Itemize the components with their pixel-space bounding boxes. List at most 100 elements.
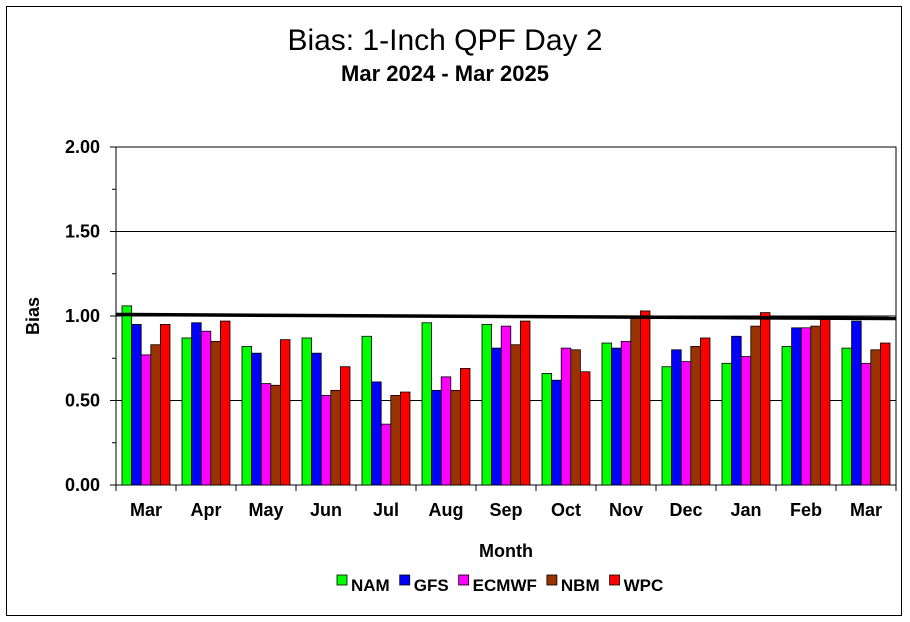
bar (150, 344, 161, 486)
bar (339, 366, 351, 486)
bar (520, 320, 531, 486)
x-tick-label: Dec (669, 500, 702, 520)
legend-swatch (336, 574, 348, 586)
bar (740, 356, 752, 486)
bar (611, 347, 622, 486)
reference-line (115, 312, 897, 321)
x-tick-label: Jun (310, 500, 342, 520)
legend-swatch (546, 574, 558, 586)
legend-label: ECMWF (473, 576, 537, 595)
bar (601, 342, 613, 486)
bar (510, 344, 521, 486)
y-tick-label: 0.00 (65, 475, 100, 495)
bar (500, 325, 512, 486)
chart-subtitle: Mar 2024 - Mar 2025 (341, 61, 549, 86)
x-tick-label: Jul (373, 500, 399, 520)
bar (251, 352, 262, 486)
bar (371, 381, 382, 486)
bar (620, 340, 632, 486)
bar (870, 349, 881, 486)
x-tick-label: Nov (609, 500, 643, 520)
bar (440, 376, 452, 486)
bar (560, 347, 572, 486)
bar (661, 366, 673, 486)
x-tick-label: Sep (489, 500, 522, 520)
bar (880, 342, 891, 486)
y-tick-label: 1.00 (65, 306, 100, 326)
bar (721, 362, 733, 486)
bar (580, 371, 591, 486)
bar (311, 352, 322, 486)
bar (200, 330, 212, 486)
bar (570, 349, 581, 486)
bar (361, 335, 373, 486)
bar (630, 317, 641, 486)
bar (491, 347, 502, 486)
bar (820, 317, 831, 486)
x-tick-label: Mar (850, 500, 882, 520)
x-axis-label: Month (479, 541, 533, 561)
bar (800, 327, 812, 486)
legend-label: GFS (414, 576, 449, 595)
y-tick-label: 1.50 (65, 222, 100, 242)
bar (860, 362, 872, 486)
x-tick-label: Oct (551, 500, 581, 520)
x-tick-label: Mar (130, 500, 162, 520)
x-tick-label: May (248, 500, 283, 520)
y-axis-label: Bias (23, 297, 43, 335)
legend-label: NAM (351, 576, 390, 595)
bar (640, 310, 651, 486)
bar (431, 389, 442, 486)
x-tick-label: Aug (429, 500, 464, 520)
bar (159, 324, 171, 486)
legend: NAM GFS ECMWF NBM WPC (336, 574, 664, 595)
bar (301, 337, 313, 486)
bar (191, 322, 202, 486)
bar (750, 325, 761, 486)
bar (140, 354, 152, 486)
bar (390, 395, 401, 486)
bar (181, 337, 193, 486)
bar (450, 389, 461, 486)
bar (270, 384, 281, 486)
bar (121, 305, 133, 486)
bar (680, 361, 692, 486)
x-tick-label: Jan (730, 500, 761, 520)
bar (481, 324, 493, 486)
plot-area: 0.00 0.50 1.00 1.50 2.00 Mar Apr May Jun Jul Aug Se… (65, 137, 897, 520)
legend-swatch (609, 574, 621, 586)
bar (791, 327, 802, 486)
bar (781, 346, 793, 486)
bar (241, 346, 253, 486)
bar (399, 391, 411, 486)
bar (671, 349, 682, 486)
bar (260, 383, 272, 486)
bar (320, 395, 332, 486)
bar (380, 423, 392, 486)
bar (279, 339, 291, 486)
bar (760, 312, 771, 486)
bar (851, 320, 862, 486)
legend-label: WPC (624, 576, 664, 595)
bar (700, 337, 711, 486)
bar (131, 324, 142, 486)
bar (551, 379, 562, 486)
y-tick-label: 0.50 (65, 391, 100, 411)
bar (210, 340, 221, 486)
bar (841, 347, 853, 486)
bar (219, 320, 231, 486)
y-tick-label: 2.00 (65, 137, 100, 157)
legend-swatch (399, 574, 411, 586)
x-tick-label: Feb (790, 500, 822, 520)
bar (459, 367, 471, 486)
bar (421, 322, 433, 486)
legend-label: NBM (561, 576, 600, 595)
x-tick-label: Apr (191, 500, 222, 520)
bar (810, 325, 821, 486)
bar (330, 389, 341, 486)
chart-title: Bias: 1-Inch QPF Day 2 (287, 24, 602, 57)
legend-swatch (458, 574, 470, 586)
bar (541, 373, 553, 486)
bar (690, 346, 701, 486)
